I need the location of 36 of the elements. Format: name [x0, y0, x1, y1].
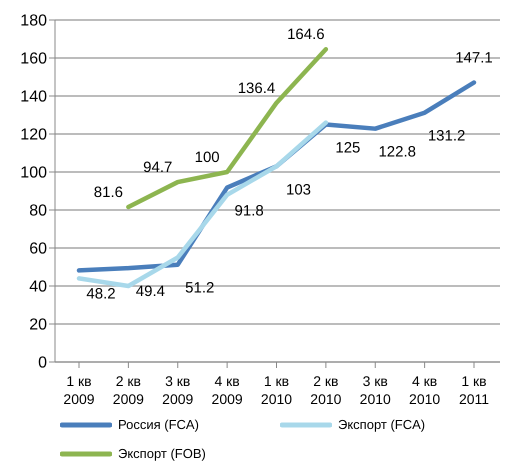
y-tick-label: 120: [20, 126, 48, 144]
x-tick-label: 4 кв 2010: [409, 373, 440, 407]
y-tick-label: 140: [20, 88, 48, 106]
data-label: 147.1: [455, 49, 493, 66]
x-tick-label: 3 кв 2010: [360, 373, 392, 407]
data-label: 94.7: [143, 159, 172, 176]
data-label: 125: [335, 139, 360, 156]
data-label: 122.8: [378, 144, 416, 161]
data-label: 136.4: [238, 80, 276, 97]
y-tick-label: 0: [38, 354, 48, 372]
y-tick-label: 100: [20, 164, 48, 182]
data-label: 100: [194, 148, 220, 166]
y-tick-label: 60: [29, 240, 48, 258]
legend-label: Россия (FCA): [118, 417, 199, 432]
x-tick-label: 4 кв 2009: [212, 373, 243, 407]
x-tick-label: 1 кв 2009: [63, 373, 95, 407]
x-tick-label: 1 кв 2011: [458, 373, 490, 407]
data-label: 103: [286, 181, 312, 198]
x-tick-label: 3 кв 2009: [162, 373, 194, 407]
data-label: 131.2: [428, 128, 466, 145]
y-tick-label: 180: [20, 12, 48, 30]
data-label: 48.2: [86, 285, 116, 302]
data-label: 51.2: [185, 280, 214, 297]
legend-label: Экспорт (FOB): [118, 446, 206, 461]
x-tick-label: 2 кв 2010: [310, 373, 342, 407]
data-label: 81.6: [94, 184, 123, 201]
y-tick-label: 20: [29, 316, 48, 334]
x-tick-label: 1 кв 2010: [260, 373, 292, 407]
data-label: 164.6: [287, 26, 325, 44]
data-label: 49.4: [136, 283, 165, 300]
data-label: 91.8: [234, 202, 264, 220]
y-tick-label: 80: [29, 202, 48, 220]
legend-label: Экспорт (FCA): [338, 417, 426, 432]
x-tick-label: 2 кв 2009: [112, 373, 144, 407]
y-tick-label: 160: [20, 50, 48, 68]
y-tick-label: 40: [29, 278, 48, 296]
